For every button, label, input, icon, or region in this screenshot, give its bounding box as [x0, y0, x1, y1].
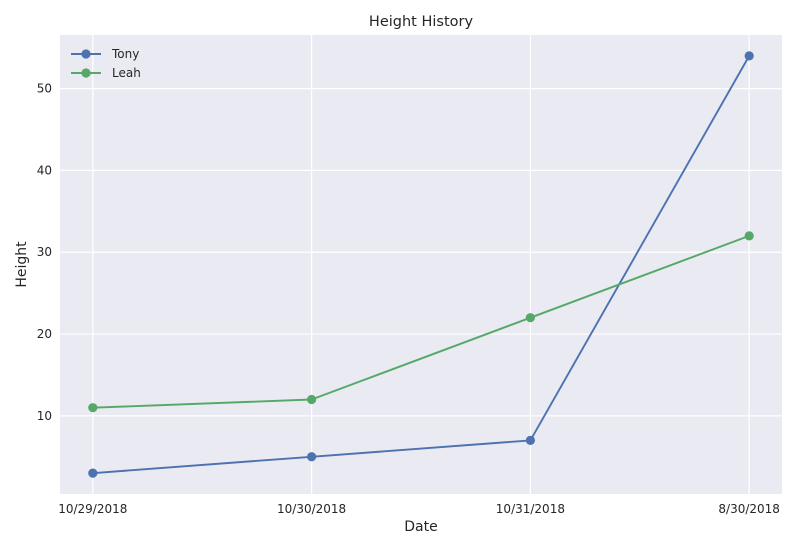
series-leah — [88, 231, 754, 413]
y-tick-label: 50 — [37, 82, 52, 96]
y-tick-label: 30 — [37, 245, 52, 259]
y-tick-label: 40 — [37, 163, 52, 177]
x-tick-label: 8/30/2018 — [718, 502, 780, 516]
y-axis-label: Height — [14, 241, 30, 288]
data-point — [525, 313, 535, 323]
legend: Tony Leah — [71, 47, 141, 80]
legend-marker — [81, 68, 91, 78]
legend-label: Tony — [111, 47, 139, 61]
legend-item: Tony — [71, 47, 139, 61]
x-axis-label: Date — [404, 519, 437, 535]
legend-marker — [81, 49, 91, 59]
series-line — [92, 234, 750, 409]
data-point — [88, 468, 98, 478]
legend-item: Leah — [71, 66, 141, 80]
x-tick-label: 10/31/2018 — [496, 502, 565, 516]
data-point — [744, 231, 754, 241]
x-tick-label: 10/30/2018 — [277, 502, 346, 516]
data-point — [525, 435, 535, 446]
series-tony — [88, 51, 754, 478]
series-layer — [88, 51, 754, 478]
series-line — [92, 55, 751, 475]
x-tick-label: 10/29/2018 — [58, 502, 127, 516]
y-tick-label: 10 — [37, 409, 52, 423]
data-point — [88, 403, 98, 413]
plot-area — [60, 35, 782, 494]
tick-labels: 10/29/2018 10/30/2018 10/31/2018 8/30/2018 1… — [37, 82, 780, 516]
chart-title: Height History — [369, 14, 474, 30]
grid — [60, 35, 782, 494]
data-point — [307, 452, 317, 462]
data-point — [744, 51, 754, 61]
y-tick-label: 20 — [37, 327, 52, 341]
data-point — [307, 394, 317, 405]
legend-label: Leah — [112, 66, 141, 80]
